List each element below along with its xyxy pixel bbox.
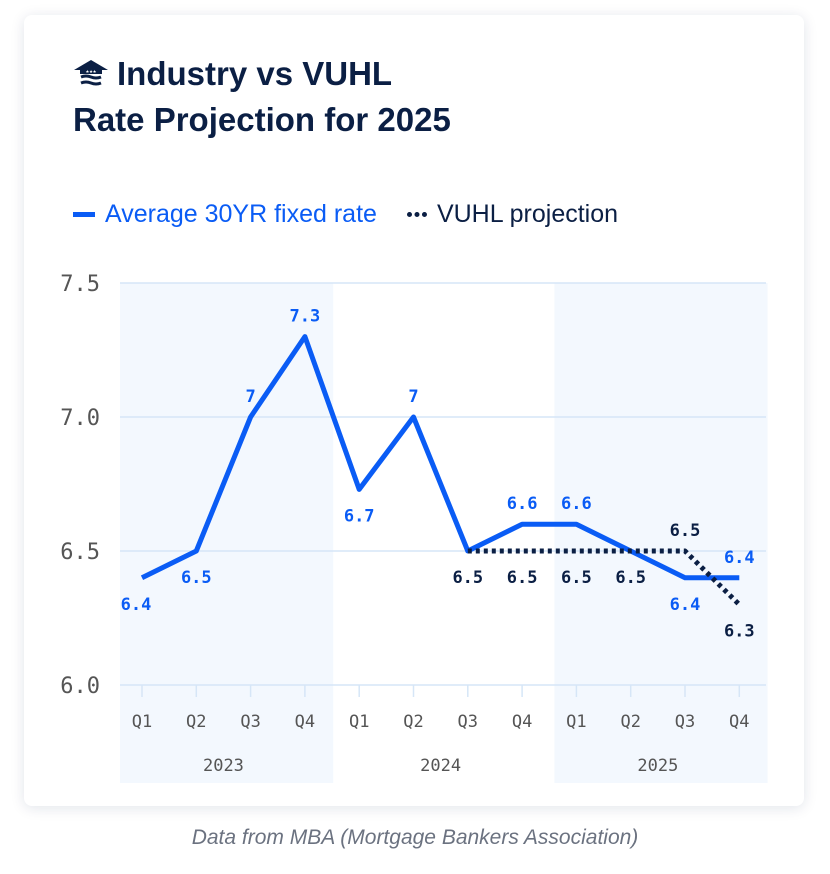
data-label: 6.4 — [670, 595, 701, 615]
x-tick-label: Q3 — [240, 712, 260, 732]
data-label: 7 — [408, 387, 418, 407]
y-tick-label: 6.5 — [60, 540, 100, 565]
x-tick-label: Q2 — [403, 712, 423, 732]
footer-source: Data from MBA (Mortgage Bankers Associat… — [191, 826, 639, 849]
x-tick-label: Q4 — [295, 712, 315, 732]
x-tick-label: Q1 — [349, 712, 369, 732]
data-label: 6.5 — [507, 568, 538, 588]
y-tick-label: 6.0 — [60, 674, 100, 699]
svg-text:★★★: ★★★ — [86, 68, 97, 75]
data-label: 6.5 — [181, 568, 212, 588]
data-label: 7 — [245, 387, 255, 407]
dotted-line-swatch — [406, 212, 427, 217]
y-tick-label: 7.0 — [60, 406, 100, 431]
data-label: 6.5 — [452, 568, 483, 588]
year-label: 2024 — [420, 756, 461, 776]
data-label: 7.3 — [290, 307, 321, 327]
legend-item-projection: VUHL projection — [406, 200, 619, 229]
data-label: 6.5 — [615, 568, 646, 588]
x-tick-label: Q1 — [132, 712, 152, 732]
year-band — [120, 283, 334, 783]
x-tick-label: Q3 — [458, 712, 478, 732]
y-tick-label: 7.5 — [60, 272, 100, 297]
legend-label: VUHL projection — [436, 200, 619, 228]
title-line-2: Rate Projection for 2025 — [73, 101, 451, 138]
x-tick-label: Q1 — [566, 712, 586, 732]
legend: Average 30YR fixed rate VUHL projection — [73, 200, 648, 229]
data-label: 6.4 — [724, 548, 755, 568]
title-line-1: Industry vs VUHL — [117, 55, 393, 92]
year-band — [554, 283, 768, 783]
legend-item-actual: Average 30YR fixed rate — [73, 200, 377, 229]
data-label: 6.4 — [121, 595, 152, 615]
x-tick-label: Q2 — [620, 712, 640, 732]
data-label: 6.6 — [561, 494, 592, 514]
data-label: 6.5 — [561, 568, 592, 588]
data-label: 6.6 — [507, 494, 538, 514]
year-label: 2025 — [637, 756, 678, 776]
year-label: 2023 — [203, 756, 244, 776]
x-tick-label: Q3 — [675, 712, 695, 732]
actual-line — [140, 334, 740, 581]
house-flag-logo: ★★★ — [73, 54, 109, 98]
data-label: 6.7 — [344, 506, 375, 526]
x-tick-label: Q4 — [729, 712, 749, 732]
x-tick-label: Q2 — [186, 712, 206, 732]
x-tick-label: Q4 — [512, 712, 532, 732]
data-label: 6.5 — [670, 521, 701, 541]
data-label: 6.3 — [724, 622, 755, 642]
chart-title: ★★★ Industry vs VUHL Rate Projection for … — [73, 52, 451, 142]
legend-label: Average 30YR fixed rate — [105, 200, 377, 228]
solid-line-swatch — [73, 212, 95, 217]
